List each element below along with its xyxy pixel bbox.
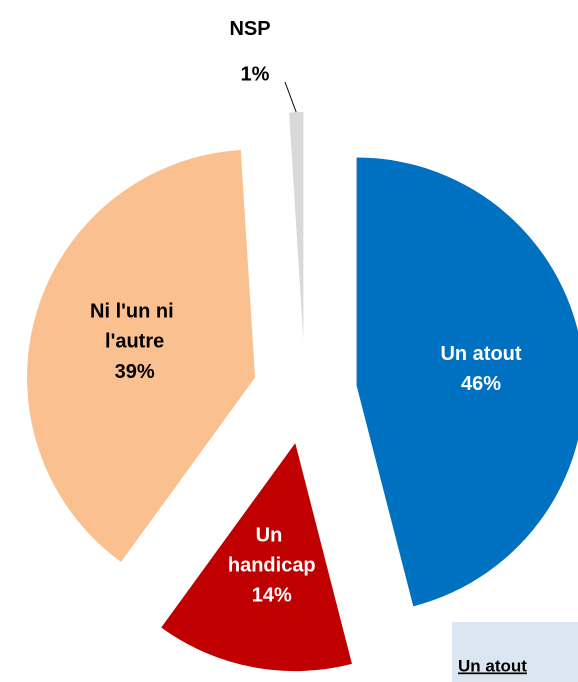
slice-label: Un atout — [440, 343, 521, 365]
annotation-box — [452, 622, 578, 682]
value-label: 39% — [115, 361, 155, 383]
annotation: Un atout — [458, 656, 527, 675]
pie-slice — [356, 157, 578, 607]
slice-label: NSP — [229, 18, 270, 40]
slice-label: Un handicap — [228, 525, 316, 577]
pie-slice — [27, 149, 256, 562]
pie-slice — [289, 112, 304, 341]
value-label: 14% — [252, 585, 292, 607]
leader-line — [284, 81, 297, 113]
slice-label: Ni l'un ni l'autre — [90, 301, 179, 353]
value-label: 46% — [461, 373, 501, 395]
pie-slice — [161, 443, 352, 672]
value-label: 1% — [241, 63, 270, 85]
